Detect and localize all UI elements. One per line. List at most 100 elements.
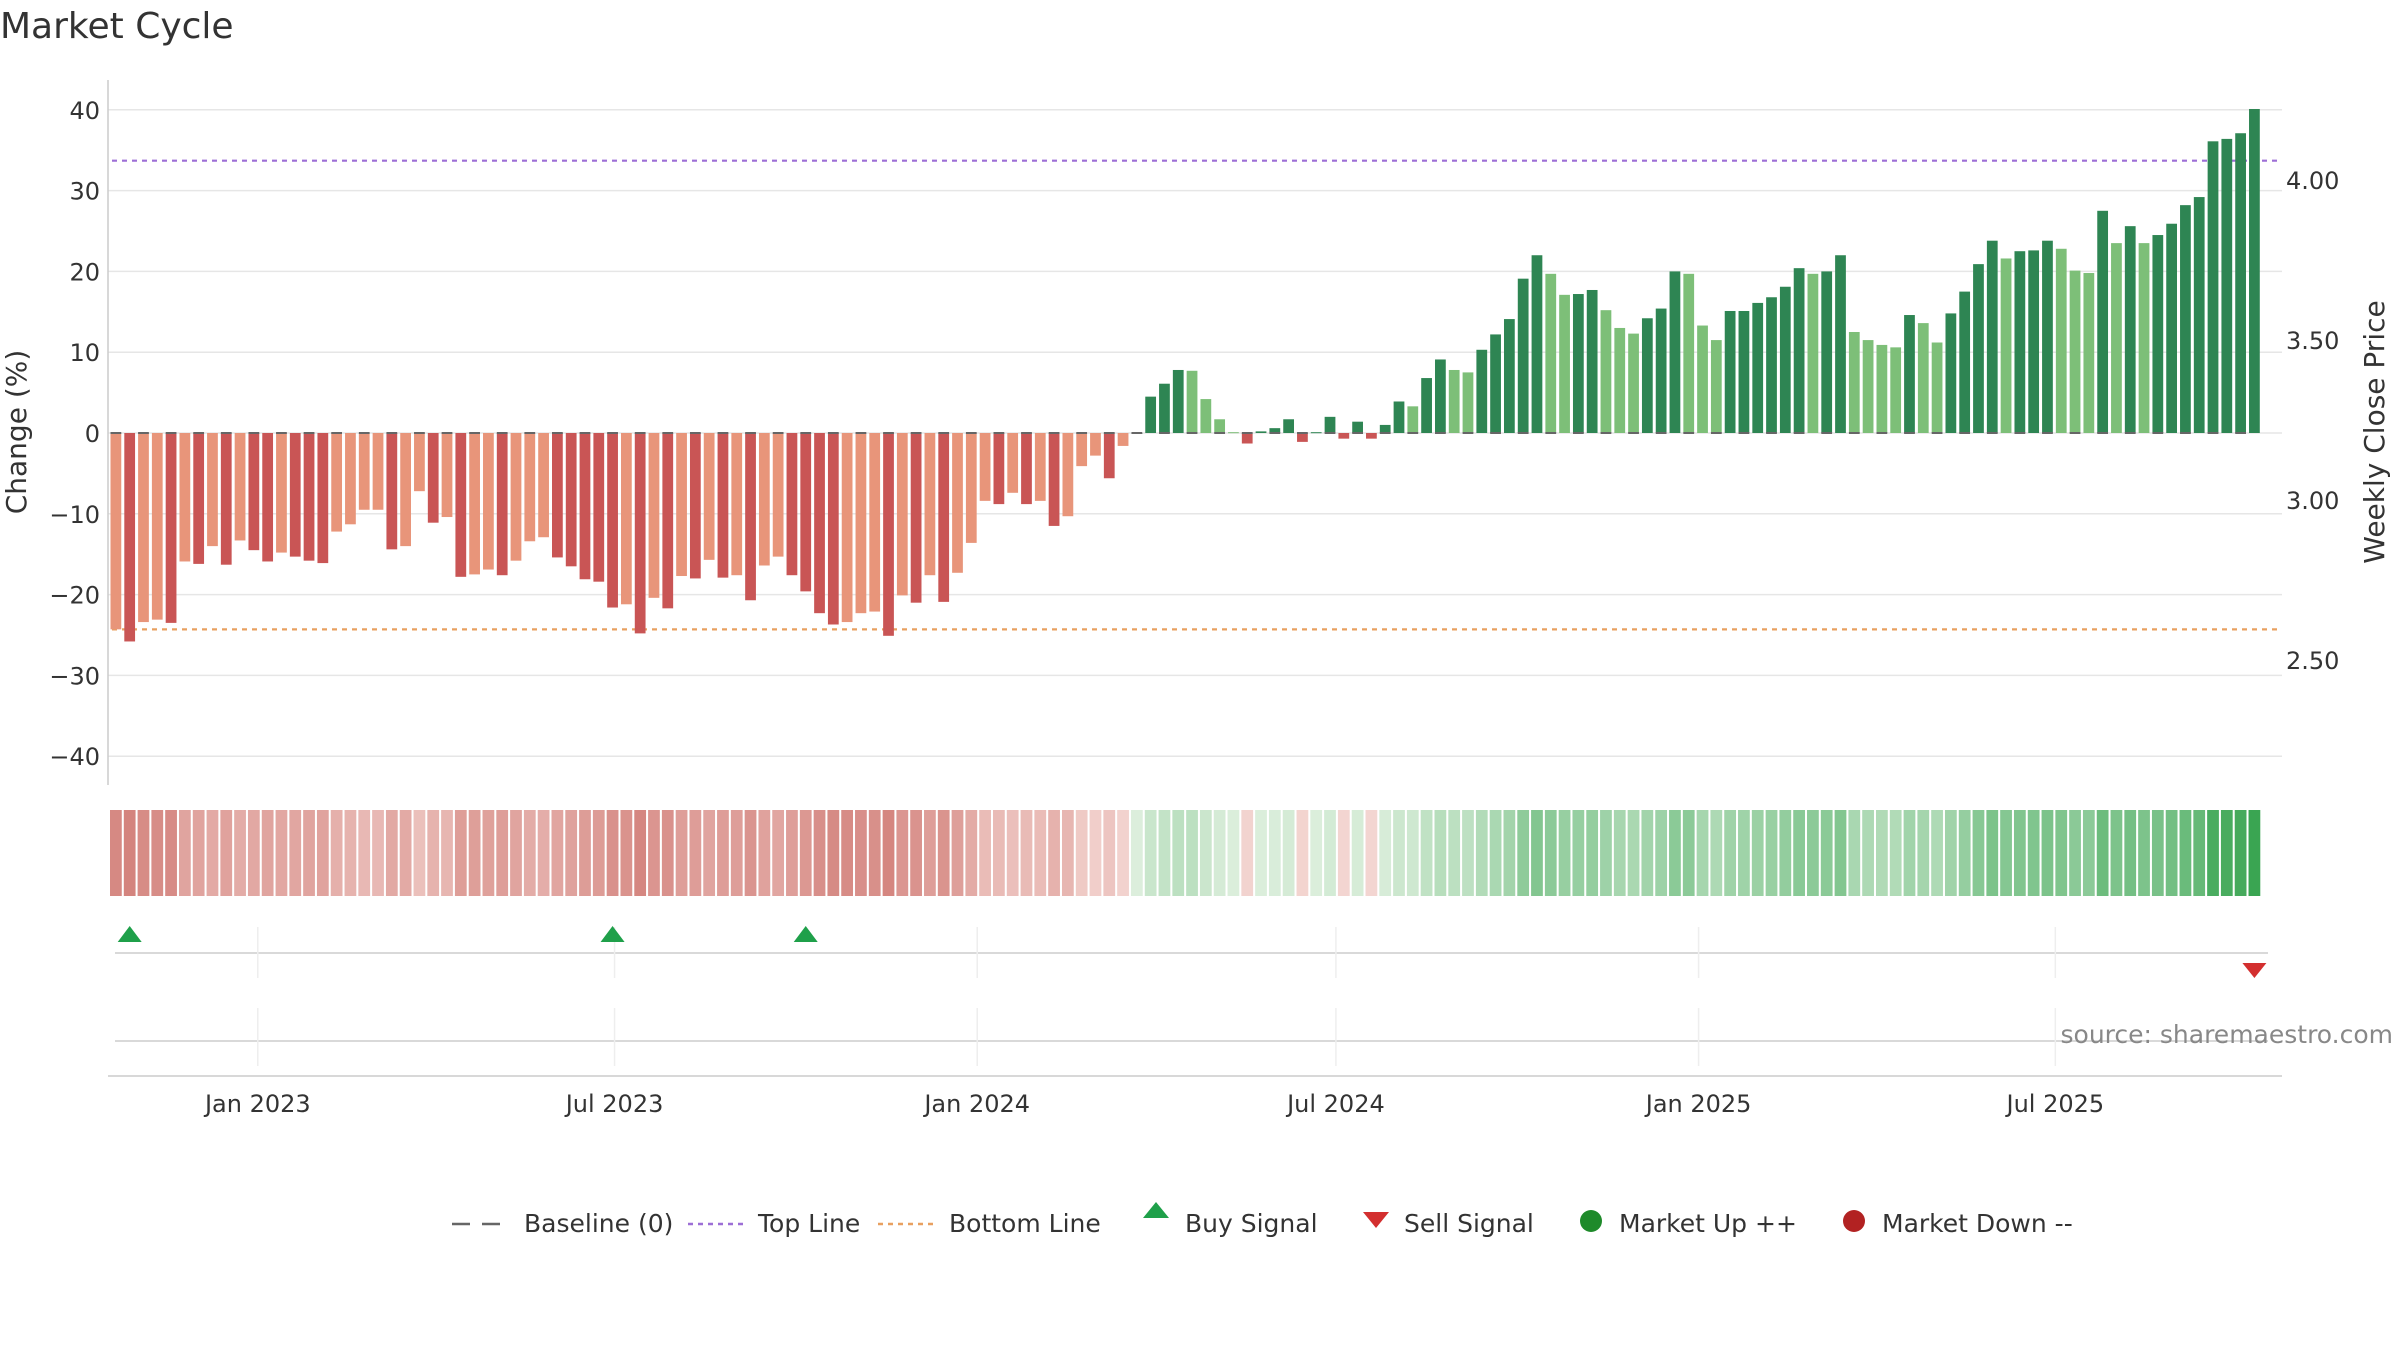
- y-tick-label: 0: [85, 420, 100, 448]
- bar: [2055, 248, 2067, 433]
- heat-cell: [634, 810, 647, 896]
- bar: [372, 433, 384, 510]
- legend-down-swatch: [1843, 1210, 1865, 1232]
- bar: [234, 433, 246, 541]
- bar: [896, 433, 908, 596]
- bar: [676, 433, 687, 577]
- bar: [138, 433, 149, 623]
- bar: [965, 433, 977, 543]
- bar: [1076, 433, 1088, 467]
- heat-cell: [1613, 810, 1626, 896]
- heat-cell: [1186, 810, 1198, 896]
- bar: [1393, 401, 1405, 433]
- bar: [1848, 332, 1860, 433]
- heat-cell: [1434, 810, 1447, 896]
- x-tick-label: Jul 2025: [2005, 1090, 2105, 1118]
- heat-cell: [372, 810, 384, 896]
- bar: [2042, 240, 2053, 433]
- bar: [358, 433, 370, 510]
- heat-cell: [1503, 810, 1516, 896]
- heat-cell: [565, 810, 578, 896]
- legend-label: Sell Signal: [1404, 1209, 1534, 1238]
- signal-panel: [115, 926, 2268, 978]
- heat-cell: [441, 810, 453, 896]
- bar: [1835, 255, 1846, 433]
- y-tick-label: −40: [49, 743, 100, 771]
- heat-cell: [703, 810, 716, 896]
- heat-cell: [2220, 810, 2233, 896]
- heat-cell: [786, 810, 798, 896]
- heat-cell: [1172, 810, 1185, 896]
- bar: [110, 433, 122, 630]
- heat-cell: [1779, 810, 1792, 896]
- heat-cell: [192, 810, 205, 896]
- heat-cell: [1075, 810, 1088, 896]
- heat-cell: [2165, 810, 2178, 896]
- bar: [786, 433, 798, 576]
- bar: [1614, 327, 1626, 433]
- heat-cell: [1199, 810, 1212, 896]
- bar: [1241, 433, 1253, 444]
- x-tick-label: Jan 2025: [1644, 1090, 1752, 1118]
- heat-cell: [620, 810, 633, 896]
- y-tick-label: −10: [49, 501, 100, 529]
- heat-cell: [1655, 810, 1668, 896]
- heat-cell: [758, 810, 771, 896]
- bar: [938, 433, 950, 602]
- bar: [2221, 138, 2233, 433]
- heat-cell: [1144, 810, 1157, 896]
- x-tick-label: Jul 2024: [1285, 1090, 1385, 1118]
- heat-cell: [1448, 810, 1461, 896]
- heat-cell: [1710, 810, 1723, 896]
- heat-cell: [717, 810, 729, 896]
- bar: [1710, 340, 1722, 433]
- bar: [538, 433, 549, 538]
- heat-cell: [303, 810, 315, 896]
- bar: [1103, 433, 1115, 479]
- heat-cell: [427, 810, 440, 896]
- legend-item-top: Top Line: [688, 1209, 860, 1238]
- bar: [1697, 325, 1708, 433]
- bar: [1559, 294, 1570, 433]
- heat-cell: [1793, 810, 1805, 896]
- bar: [648, 433, 660, 598]
- bar: [1876, 344, 1888, 433]
- heat-cell: [1682, 810, 1695, 896]
- bar: [841, 433, 853, 623]
- bar: [924, 433, 936, 576]
- bar: [289, 433, 301, 557]
- heat-cell: [868, 810, 881, 896]
- heat-cell: [1627, 810, 1640, 896]
- heat-cell: [648, 810, 660, 896]
- bar: [276, 433, 287, 553]
- heat-cell: [965, 810, 978, 896]
- heat-cell: [1310, 810, 1323, 896]
- legend-item-bottom: Bottom Line: [878, 1209, 1101, 1238]
- heat-cell: [123, 810, 136, 896]
- heat-cell: [937, 810, 950, 896]
- bar: [869, 433, 881, 612]
- heat-cell: [1669, 810, 1681, 896]
- bar: [2069, 270, 2081, 433]
- heat-cell: [1020, 810, 1033, 896]
- bar: [1421, 378, 1432, 433]
- heat-cell: [1089, 810, 1102, 896]
- heat-cell: [454, 810, 467, 896]
- bar: [1324, 416, 1336, 433]
- heat-cell: [979, 810, 991, 896]
- heat-cell: [1296, 810, 1309, 896]
- bar: [1186, 370, 1198, 433]
- y-tick-label: 10: [69, 339, 100, 367]
- legend-item-baseline: Baseline (0): [452, 1209, 673, 1238]
- heat-cell: [896, 810, 909, 896]
- heat-cell: [1475, 810, 1488, 896]
- bar: [1297, 433, 1308, 442]
- bar: [386, 433, 398, 550]
- heat-cell: [261, 810, 274, 896]
- bar: [2207, 141, 2219, 433]
- heat-cell: [827, 810, 840, 896]
- heat-cell: [1889, 810, 1902, 896]
- heat-cell: [1006, 810, 1019, 896]
- bar: [2193, 197, 2205, 433]
- heat-cell: [813, 810, 826, 896]
